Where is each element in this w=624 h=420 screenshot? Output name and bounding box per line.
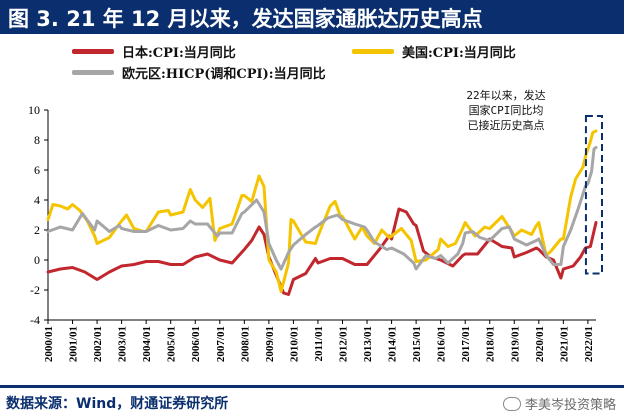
x-tick-label: 2005/01 (166, 326, 178, 362)
figure-header: 图 3. 21 年 12 月以来，发达国家通胀达历史高点 (0, 0, 624, 34)
x-tick-label: 2010/01 (288, 326, 300, 362)
x-tick-label: 2007/01 (215, 326, 227, 362)
legend-swatch-eurozone (72, 69, 114, 75)
x-tick-label: 2011/01 (313, 326, 325, 361)
x-tick-label: 2022/01 (583, 326, 595, 362)
y-tick-label: 6 (34, 163, 40, 177)
legend-label-eurozone: 欧元区:HICP(调和CPI):当月同比 (122, 66, 326, 82)
y-tick-label: -4 (30, 313, 40, 327)
x-tick-label: 2000/01 (43, 326, 55, 362)
x-tick-label: 2004/01 (141, 326, 153, 362)
annotation-line: 国家CPI同比均 (468, 104, 544, 117)
wechat-icon (502, 396, 521, 411)
y-tick-label: 0 (34, 253, 40, 267)
x-tick-label: 2009/01 (264, 326, 276, 362)
x-tick-label: 2003/01 (117, 326, 129, 362)
y-tick-label: 4 (34, 193, 40, 207)
legend-swatch-us (352, 48, 394, 54)
annotation-line: 22年以来，发达 (466, 89, 546, 102)
highlight-box (584, 115, 603, 275)
cpi-line-chart: -4 -2 0 2 4 6 8 10 2000/01 2001/01 2002/01 2003/01 2… (28, 103, 603, 362)
series-line-eurozone (46, 146, 598, 271)
legend-swatch-japan (72, 48, 114, 54)
x-tick-label: 2002/01 (92, 326, 104, 362)
x-tick-label: 2017/01 (460, 326, 472, 362)
watermark-text: 李美岑投资策略 (524, 398, 616, 413)
x-tick-label: 2015/01 (411, 326, 423, 362)
y-tick-label: 2 (34, 223, 40, 237)
annotation-line: 已接近历史高点 (467, 119, 545, 132)
x-tick-label: 2021/01 (558, 326, 570, 362)
x-tick-label: 2008/01 (239, 326, 251, 362)
x-tick-label: 2012/01 (337, 326, 349, 362)
watermark: 李美岑投资策略 (502, 394, 616, 413)
x-tick-label: 2020/01 (534, 326, 546, 362)
x-tick-label: 2001/01 (68, 326, 80, 362)
y-tick-label: 10 (28, 103, 40, 117)
y-tick-label: -2 (30, 283, 40, 297)
x-tick-label: 2019/01 (509, 326, 521, 362)
y-tick-label: 8 (34, 133, 40, 147)
legend-item-japan: 日本:CPI:当月同比 (72, 42, 236, 61)
series-line-japan (46, 207, 598, 296)
x-tick-label: 2016/01 (436, 326, 448, 362)
legend-item-us: 美国:CPI:当月同比 (352, 42, 516, 61)
x-tick-label: 2014/01 (387, 326, 399, 362)
legend-label-japan: 日本:CPI:当月同比 (122, 45, 236, 61)
source-note: 数据来源：Wind，财通证券研究所 (6, 396, 229, 412)
x-tick-label: 2013/01 (362, 326, 374, 362)
footer-divider (0, 385, 624, 388)
legend-item-eurozone: 欧元区:HICP(调和CPI):当月同比 (72, 63, 326, 82)
annotation-note: 22年以来，发达 国家CPI同比均 已接近历史高点 (446, 88, 566, 133)
x-tick-label: 2006/01 (190, 326, 202, 362)
figure-title: 图 3. 21 年 12 月以来，发达国家通胀达历史高点 (8, 7, 483, 31)
series-line-us (46, 129, 598, 293)
x-tick-label: 2018/01 (485, 326, 497, 362)
legend-label-us: 美国:CPI:当月同比 (402, 45, 516, 61)
